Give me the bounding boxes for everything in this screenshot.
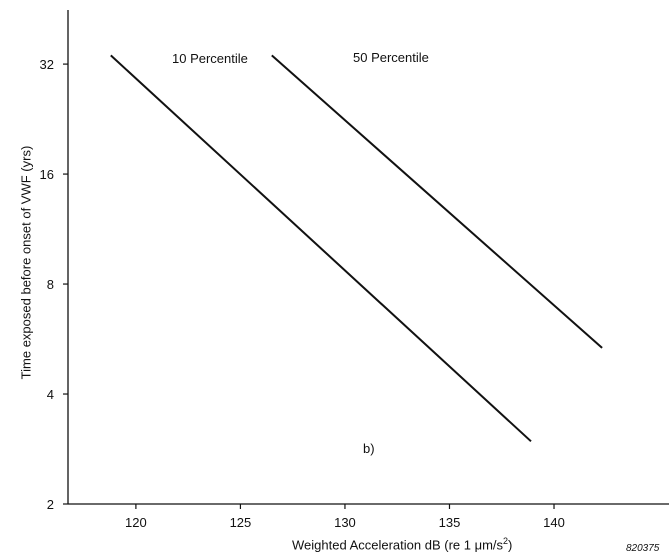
y-tick-label-8: 8 bbox=[47, 277, 54, 292]
series-label-2: 50 Percentile bbox=[353, 50, 429, 65]
series-lines: 10 Percentile 50 Percentile b) bbox=[110, 50, 603, 456]
y-tick-label-32: 32 bbox=[40, 57, 54, 72]
panel-label: b) bbox=[363, 441, 375, 456]
y-axis-label: Time exposed before onset of VWF (yrs) bbox=[18, 145, 34, 380]
x-tick-label-135: 135 bbox=[439, 515, 461, 530]
y-tick-label-2: 2 bbox=[47, 497, 54, 512]
y-ticks: 2 4 8 16 32 bbox=[40, 57, 68, 512]
series-label-1: 10 Percentile bbox=[172, 51, 248, 66]
figure-id: 820375 bbox=[626, 543, 660, 554]
x-axis-label: Weighted Acceleration dB (re 1 μm/s2) bbox=[292, 536, 513, 553]
x-ticks: 120 125 130 135 140 bbox=[125, 504, 565, 530]
x-tick-label-125: 125 bbox=[230, 515, 252, 530]
x-tick-label-130: 130 bbox=[334, 515, 356, 530]
y-tick-label-16: 16 bbox=[40, 167, 54, 182]
series-line-2 bbox=[271, 54, 603, 349]
x-tick-label-120: 120 bbox=[125, 515, 147, 530]
x-tick-label-140: 140 bbox=[543, 515, 565, 530]
series-line-1 bbox=[110, 54, 532, 443]
y-tick-label-4: 4 bbox=[47, 387, 54, 402]
